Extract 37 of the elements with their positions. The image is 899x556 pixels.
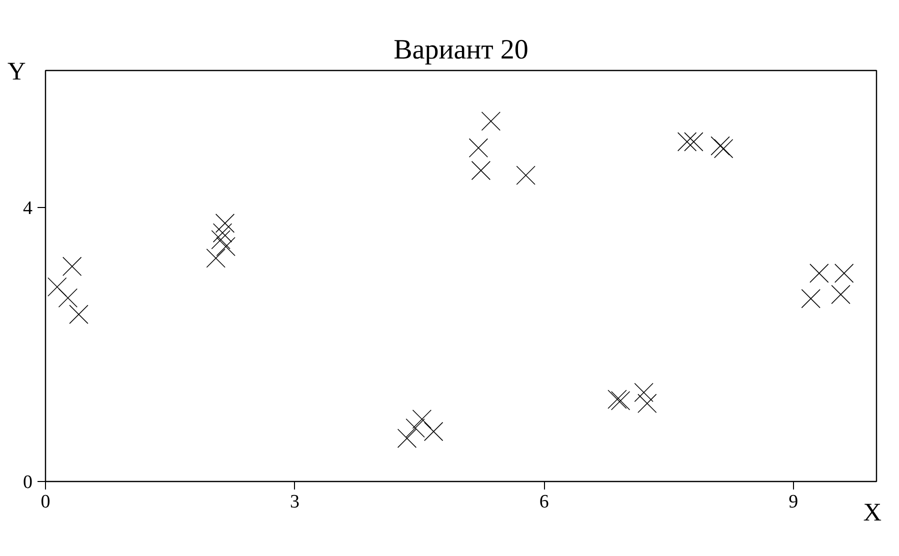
point <box>62 256 82 276</box>
y-axis-title: Y <box>8 58 26 86</box>
point <box>516 166 536 185</box>
y-tick-label: 4 <box>23 198 33 219</box>
point <box>801 289 820 308</box>
point <box>468 138 488 158</box>
point <box>710 136 730 156</box>
point <box>608 390 627 409</box>
point <box>211 230 230 250</box>
point <box>215 214 235 233</box>
point <box>212 223 232 242</box>
x-tick-label: 9 <box>788 492 798 512</box>
x-tick-label: 3 <box>290 492 300 512</box>
point <box>831 284 850 304</box>
point <box>406 418 425 438</box>
point <box>810 264 829 283</box>
point <box>471 160 491 180</box>
point <box>610 391 630 410</box>
x-tick-label: 6 <box>539 492 549 512</box>
point <box>481 112 501 131</box>
chart-title: Вариант 20 <box>394 34 528 66</box>
point <box>677 132 697 152</box>
point <box>397 428 417 448</box>
point <box>424 422 444 442</box>
point <box>638 394 657 413</box>
point <box>684 132 704 152</box>
point <box>48 277 67 297</box>
point <box>206 248 226 268</box>
x-tick-label: 0 <box>40 492 50 512</box>
point <box>834 264 854 283</box>
point <box>714 139 734 158</box>
point <box>634 382 654 402</box>
point <box>216 236 236 256</box>
x-axis-title: X <box>863 498 882 526</box>
point <box>412 410 432 429</box>
point <box>69 304 88 324</box>
point <box>58 288 78 308</box>
